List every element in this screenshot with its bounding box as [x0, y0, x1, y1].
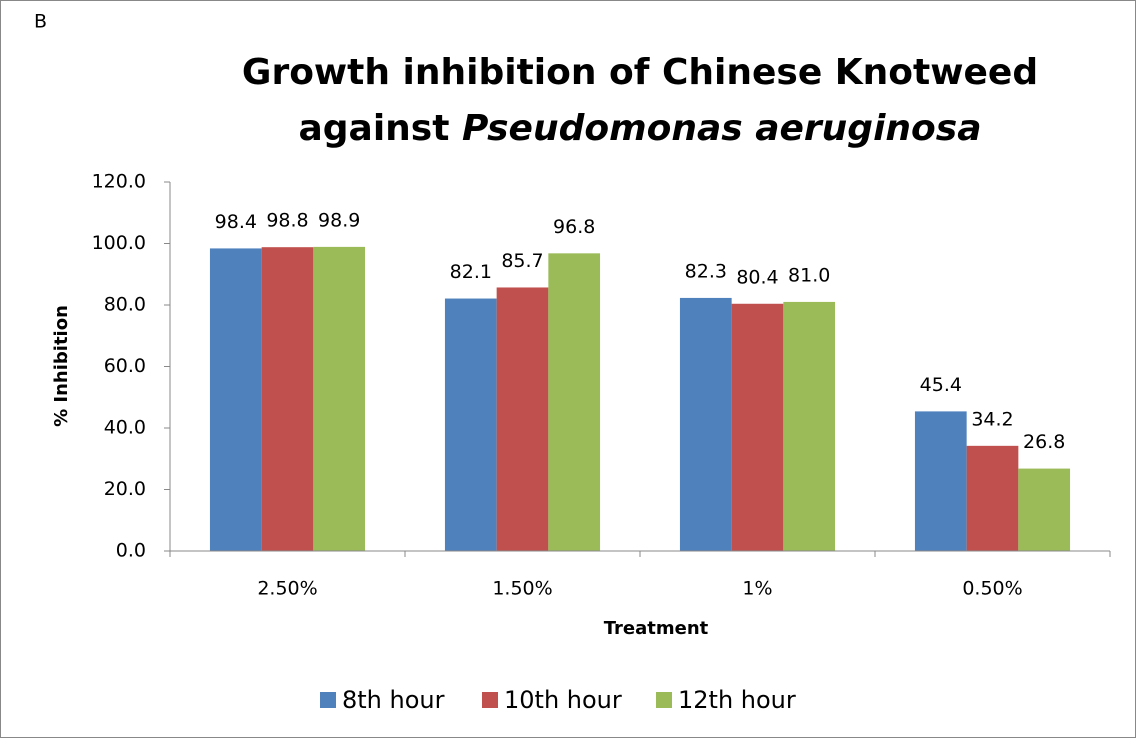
legend-swatch [320, 692, 336, 708]
data-label: 26.8 [1023, 431, 1065, 453]
data-label: 98.8 [266, 210, 308, 232]
bar [209, 248, 262, 552]
x-tick-label: 0.50% [962, 578, 1022, 600]
x-tick-label: 1.50% [492, 578, 552, 600]
bar [783, 301, 836, 551]
bar [1018, 468, 1071, 551]
legend-label: 12th hour [678, 686, 796, 714]
bar [261, 247, 314, 551]
legend-label: 10th hour [504, 686, 622, 714]
data-label: 34.2 [971, 408, 1013, 430]
y-tick-label: 100.0 [92, 232, 146, 254]
x-tick-label: 2.50% [257, 578, 317, 600]
x-tick-label: 1% [742, 578, 772, 600]
legend-swatch [482, 692, 498, 708]
title-italic: Pseudomonas aeruginosa [462, 108, 982, 149]
data-label: 96.8 [553, 216, 595, 238]
legend-swatch [656, 692, 672, 708]
y-tick-label: 80.0 [104, 294, 146, 316]
title-part: against [298, 108, 449, 149]
chart-title-line2: against Pseudomonas aeruginosa [298, 108, 981, 149]
bar [731, 303, 784, 551]
data-label: 98.4 [215, 211, 257, 233]
bar [548, 253, 601, 551]
x-axis-title: Treatment [604, 618, 709, 639]
chart-title: Growth inhibition of Chinese Knotweed [242, 52, 1038, 93]
data-label: 45.4 [920, 374, 962, 396]
y-axis-title: % Inhibition [51, 305, 72, 427]
data-label: 80.4 [736, 266, 778, 288]
y-tick-label: 0.0 [116, 540, 146, 562]
data-label: 82.1 [450, 261, 492, 283]
panel-label: B [34, 11, 47, 33]
bar [313, 246, 366, 551]
y-tick-label: 20.0 [104, 478, 146, 500]
data-label: 85.7 [501, 250, 543, 272]
legend-label: 8th hour [342, 686, 445, 714]
bar [914, 411, 967, 551]
y-tick-label: 60.0 [104, 355, 146, 377]
data-label: 81.0 [788, 264, 830, 286]
bar [679, 297, 732, 551]
data-label: 82.3 [685, 260, 727, 282]
bar [966, 445, 1019, 551]
bar [444, 298, 497, 551]
y-tick-label: 40.0 [104, 417, 146, 439]
data-label: 98.9 [318, 209, 360, 231]
bar [496, 287, 549, 551]
y-tick-label: 120.0 [92, 171, 146, 193]
